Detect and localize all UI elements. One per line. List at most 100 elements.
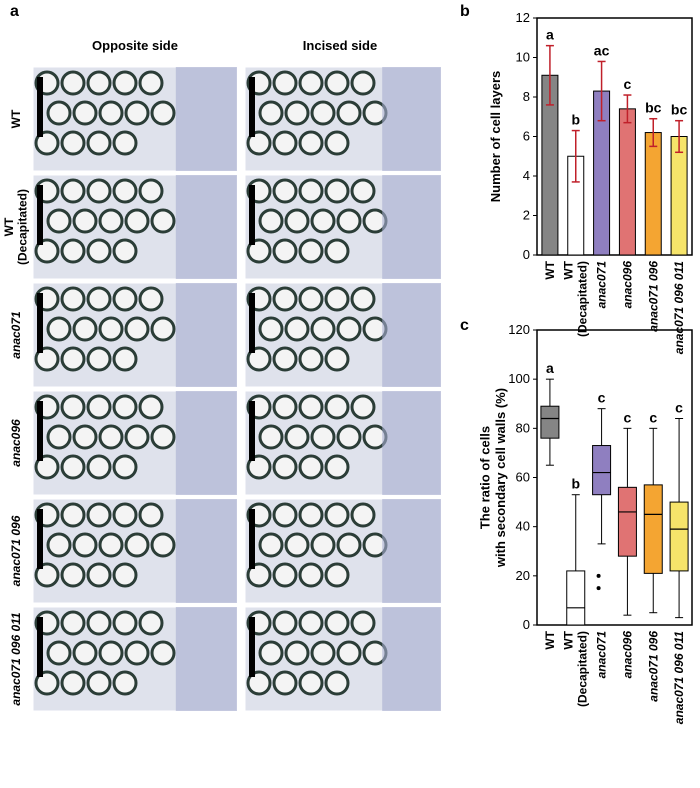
cell [298,178,324,204]
cell [60,70,86,96]
scale-bar [249,293,255,353]
cell [72,424,98,450]
category-label: anac071 [595,631,609,679]
cell [138,394,164,420]
tissue [175,391,237,495]
cell [150,208,176,234]
cell [350,394,376,420]
cell [138,502,164,528]
cell [324,346,350,372]
cell [350,502,376,528]
significance-letter: a [546,27,554,43]
cell [284,640,310,666]
cell [138,610,164,636]
cell [272,502,298,528]
y-tick-label: 60 [516,470,530,485]
bar [670,136,688,256]
cell [150,316,176,342]
cell [98,100,124,126]
y-tick-label: 4 [523,168,530,183]
cell [272,178,298,204]
cell [324,562,350,588]
cell [150,640,176,666]
cell [46,640,72,666]
cell [112,130,138,156]
tissue [382,499,441,603]
category-label: anac071 [9,311,23,359]
cell [112,562,138,588]
cell [112,238,138,264]
cell [86,610,112,636]
cell [150,532,176,558]
cell [34,670,60,696]
cell [324,130,350,156]
y-tick-label: 80 [516,420,530,435]
column-header: Opposite side [92,38,178,53]
panel-label: a [10,3,19,20]
category-label: WT [543,260,557,279]
cell [112,394,138,420]
cell [272,286,298,312]
y-tick-label: 40 [516,519,530,534]
scale-bar [249,617,255,677]
box [643,484,663,574]
cell [350,286,376,312]
significance-letter: bc [645,100,662,116]
cell [72,100,98,126]
cell [124,208,150,234]
cell [310,532,336,558]
cell [150,424,176,450]
cell [60,562,86,588]
cell [86,286,112,312]
category-label: anac071 096 [9,515,23,586]
tissue [175,175,237,279]
significance-letter: c [675,400,683,416]
significance-letter: bc [671,102,688,118]
cell [284,316,310,342]
cell [60,130,86,156]
cell [86,670,112,696]
cell [310,316,336,342]
cell [124,100,150,126]
cell [138,178,164,204]
scale-bar [37,401,43,461]
panel-label: b [460,3,470,20]
bar [618,108,636,256]
cell [86,346,112,372]
category-label: WT(Decapitated) [562,630,590,707]
cell [298,238,324,264]
cell [112,286,138,312]
cell [272,70,298,96]
cell [34,130,60,156]
plot-frame [536,329,693,626]
cell [272,130,298,156]
category-label: anac071 096 011 [672,261,686,355]
cell [112,70,138,96]
category-label: anac071 096 011 [9,612,23,706]
cell [46,424,72,450]
error-bar [545,44,554,106]
cell [60,502,86,528]
cell [98,208,124,234]
cell [112,670,138,696]
scale-bar [37,293,43,353]
cell [98,532,124,558]
cell [60,286,86,312]
cell [60,178,86,204]
box [540,405,560,439]
cell [86,562,112,588]
box [617,486,637,557]
y-tick-label: 120 [508,322,530,337]
scale-bar [249,185,255,245]
tissue [382,175,441,279]
cell [86,454,112,480]
y-tick-label: 10 [516,50,530,65]
outlier [596,573,601,578]
cell [324,394,350,420]
significance-letter: ac [594,42,610,58]
y-tick-label: 12 [516,10,530,25]
cell [298,286,324,312]
tissue [175,499,237,603]
tissue [382,283,441,387]
box [566,570,586,626]
